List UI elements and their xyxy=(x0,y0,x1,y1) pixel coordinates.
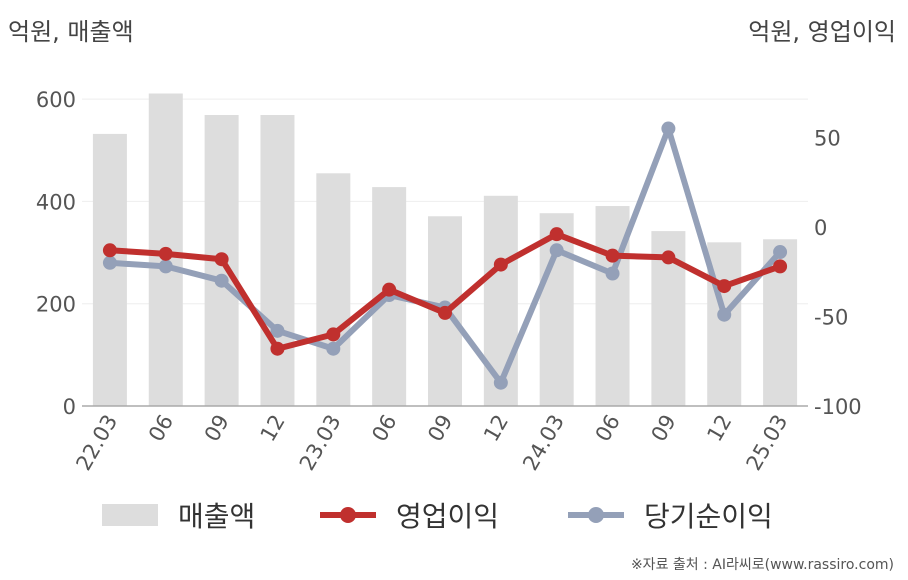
x-tick-label: 06 xyxy=(144,411,178,446)
x-tick-label: 09 xyxy=(647,411,681,446)
x-tick-label: 22.03 xyxy=(71,411,122,475)
x-tick-label: 23.03 xyxy=(295,411,346,475)
point-net-income xyxy=(493,375,508,390)
point-operating-profit xyxy=(549,227,564,242)
source-credit: ※자료 출처 : AI라씨로(www.rassiro.com) xyxy=(630,557,894,573)
point-net-income xyxy=(214,273,229,288)
point-net-income xyxy=(549,243,564,258)
chart-legend: 매출액 영업이익 당기순이익 xyxy=(0,490,908,540)
point-net-income xyxy=(270,323,285,338)
x-tick-label: 12 xyxy=(702,411,736,446)
x-tick-label: 24.03 xyxy=(518,411,569,475)
point-operating-profit xyxy=(214,252,229,267)
point-net-income xyxy=(102,255,117,270)
x-tick-label: 12 xyxy=(256,411,290,446)
point-operating-profit xyxy=(773,259,788,274)
y-right-tick-label: -50 xyxy=(814,306,848,330)
y-left-tick-label: 200 xyxy=(36,293,76,317)
legend-label-operating-profit: 영업이익 xyxy=(396,500,500,533)
x-tick-label: 12 xyxy=(479,411,513,446)
bar-revenue xyxy=(260,114,295,407)
legend-swatch-operating-profit xyxy=(320,504,376,526)
y-right-tick-label: 50 xyxy=(814,127,841,151)
point-operating-profit xyxy=(326,327,341,342)
point-net-income xyxy=(605,266,620,281)
bar-revenue xyxy=(483,195,518,406)
left-axis-unit: 억원, 매출액 xyxy=(8,18,134,46)
x-tick-label: 09 xyxy=(423,411,457,446)
legend-item-operating-profit: 영업이익 xyxy=(320,490,499,540)
point-net-income xyxy=(326,341,341,356)
point-operating-profit xyxy=(382,282,397,297)
point-net-income xyxy=(661,121,676,136)
point-operating-profit xyxy=(270,341,285,356)
x-tick-label: 25.03 xyxy=(742,411,793,475)
point-operating-profit xyxy=(661,250,676,265)
point-operating-profit xyxy=(493,257,508,272)
point-operating-profit xyxy=(158,246,173,261)
legend-item-net-income: 당기순이익 xyxy=(568,490,773,540)
bar-revenue xyxy=(92,133,127,407)
y-left-tick-label: 400 xyxy=(36,190,76,214)
legend-swatch-net-income xyxy=(568,504,624,526)
y-left-tick-label: 0 xyxy=(63,395,76,419)
legend-label-net-income: 당기순이익 xyxy=(644,500,773,533)
y-right-tick-label: -100 xyxy=(814,395,862,419)
bar-revenue xyxy=(316,173,351,406)
point-operating-profit xyxy=(102,243,117,258)
y-left-tick-label: 600 xyxy=(36,88,76,112)
point-operating-profit xyxy=(605,248,620,263)
point-operating-profit xyxy=(717,279,732,294)
y-right-tick-label: 0 xyxy=(814,216,827,240)
point-net-income xyxy=(158,259,173,274)
point-net-income xyxy=(717,307,732,322)
x-tick-label: 06 xyxy=(591,411,625,446)
legend-label-revenue: 매출액 xyxy=(178,500,256,533)
point-net-income xyxy=(773,245,788,260)
legend-swatch-revenue xyxy=(102,504,158,526)
x-tick-label: 09 xyxy=(200,411,234,446)
legend-item-revenue: 매출액 xyxy=(102,490,255,540)
point-operating-profit xyxy=(438,305,452,320)
right-axis-unit: 억원, 영업이익 xyxy=(748,18,896,46)
x-tick-label: 06 xyxy=(367,411,401,446)
